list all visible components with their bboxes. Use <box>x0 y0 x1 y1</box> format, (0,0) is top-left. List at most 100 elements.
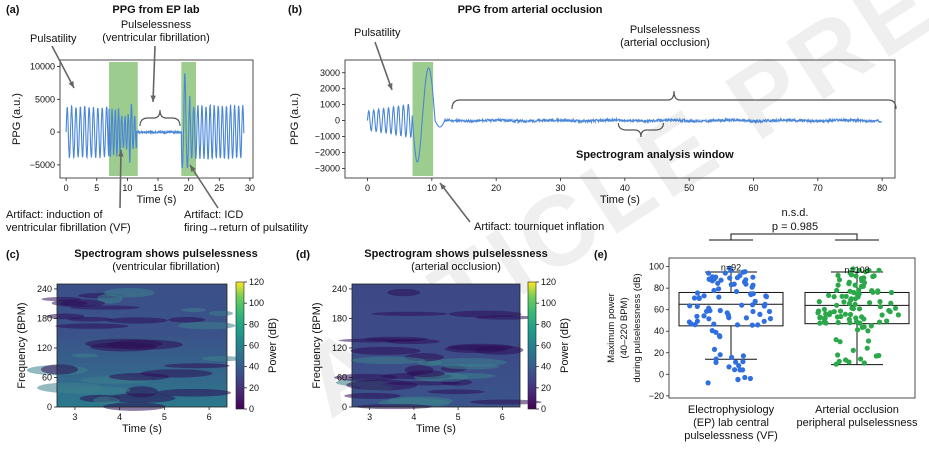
panel-c-heatmap-blob-28 <box>107 339 183 350</box>
panel-a-xtick-label-30: 30 <box>245 183 255 193</box>
panel-e-group-2-point-103 <box>834 302 840 308</box>
panel-d-ytick-label-1: 180 <box>332 313 347 323</box>
panel-d-ylabel: Frequency (BPM) <box>311 302 323 388</box>
panel-e-group-2-point-63 <box>823 320 829 326</box>
panel-e-group-1-point-63 <box>733 359 739 365</box>
panel-d: (d) Spectrogram shows pulselessness (art… <box>296 248 571 435</box>
panel-a-pulsatility-arrow <box>51 45 75 89</box>
panel-e-ylabel-line1: Maximum power <box>606 293 617 363</box>
panel-b-pulsatility-arrow <box>374 41 393 91</box>
panel-e-group-1-point-33 <box>726 364 732 370</box>
panel-e-group-1-point-83 <box>740 359 746 365</box>
panel-a-pulsatility-arrow-head <box>68 81 74 88</box>
panel-d-heatmap-blob-28 <box>387 288 421 297</box>
panel-c-title: Spectrogram shows pulselessness <box>74 248 257 260</box>
panel-b-xtick-label-60: 60 <box>748 183 758 193</box>
panel-e-group-1-point-56 <box>750 274 756 280</box>
panel-c-colorbar-title: Power (dB) <box>267 318 279 373</box>
panel-e-group-1-point-28 <box>713 359 719 365</box>
panel-e-group-2-point-105 <box>847 320 853 326</box>
panel-b-letter: (b) <box>288 4 302 16</box>
panel-a: (a) PPG from EP lab Pulselessness (ventr… <box>6 4 309 234</box>
panel-e-group-2-point-98 <box>864 345 870 351</box>
panel-b-xtick-label-0: 0 <box>365 183 370 193</box>
panel-c-heatmap-blob-25 <box>93 396 120 405</box>
panel-e-group-1-point-80 <box>750 282 756 288</box>
panel-e-group-2-point-52 <box>877 304 884 310</box>
panel-a-pulsatility-label: Pulsatility <box>30 33 77 45</box>
panel-e-group-2-point-106 <box>875 289 881 295</box>
panel-d-heatmap-blob-18 <box>371 311 448 316</box>
panel-d-ytick-label-3: 60 <box>337 372 347 382</box>
panel-b-pulselessness-line2: (arterial occlusion) <box>620 37 710 49</box>
panel-e-group-2-point-33 <box>884 318 890 324</box>
panel-c-cbar-label-80: 80 <box>249 319 259 329</box>
panel-d-heatmap-blob-25 <box>351 356 426 365</box>
panel-e-group-2-point-43 <box>854 327 861 333</box>
panel-e-group-2-point-101 <box>857 320 863 326</box>
panel-b-ylabel: PPG (a.u.) <box>289 93 301 145</box>
panel-e-letter: (e) <box>594 249 608 261</box>
panel-e-group-2-point-80 <box>850 266 856 272</box>
panel-b-window-brace <box>617 122 665 138</box>
panel-b-plot: 0 10 20 30 40 50 60 70 80 Time (s) 3000 2000 1000 0 −1… <box>289 41 897 223</box>
panel-e-group-2-point-97 <box>817 315 823 321</box>
panel-c-cbar-label-20: 20 <box>249 383 259 393</box>
panel-e-group-2-point-56 <box>826 312 833 318</box>
panel-e-group-2-point-30 <box>865 328 871 334</box>
panel-e-group-2-point-73 <box>848 297 854 303</box>
panel-e-group-1-point-88 <box>731 281 737 287</box>
panel-e-group-2-point-10 <box>847 311 854 318</box>
panel-a-plot: 0 5 10 15 20 25 30 Time (s) 10000 5000 0 −5000 PPG (… <box>11 45 255 209</box>
panel-d-xtick-label-4: 4 <box>411 412 416 422</box>
panel-e-group-2-xlabel-line1: Arterial occlusion <box>815 404 899 416</box>
panel-e-group-1-point-25 <box>729 354 735 360</box>
panel-e-group-1-point-61 <box>694 303 700 309</box>
panel-e-group-1-point-73 <box>739 302 745 308</box>
panel-e-group-2-point-2 <box>865 338 872 344</box>
panel-b-artifact-tourniquet: Artifact: tourniquet inflation <box>474 221 604 233</box>
panel-c-heatmap-blob-4 <box>201 355 243 362</box>
panel-a-artifact-icd-arrow-head <box>190 165 196 172</box>
panel-e-group-2-point-39 <box>835 319 841 326</box>
panel-c-ytick-label-1: 180 <box>37 313 52 323</box>
panel-e-group-1-point-49 <box>706 316 712 322</box>
panel-c-ytick-label-3: 60 <box>42 372 52 382</box>
panel-a-xtick-label-10: 10 <box>122 183 132 193</box>
panel-e-group-2-point-102 <box>879 312 885 318</box>
panel-d-cbar-label-20: 20 <box>541 383 551 393</box>
panel-e-group-2-point-11 <box>843 293 849 299</box>
panel-e-pvalue: p = 0.985 <box>772 221 818 233</box>
panel-c-heatmap-blob-24 <box>181 307 207 313</box>
panel-b-xtick-label-50: 50 <box>684 183 694 193</box>
panel-e-group-2-point-62 <box>847 269 854 276</box>
panel-a-axes-frame <box>59 59 254 179</box>
panel-a-artifact-icd-line2: firing→return of pulsatility <box>184 222 309 234</box>
panel-c-heatmap-blob-27 <box>40 364 78 375</box>
panel-a-artifact-vf-arrow <box>119 149 122 209</box>
panel-e-group-1-point-14 <box>750 308 756 315</box>
panel-a-pulselessness-line2: (ventricular fibrillation) <box>102 32 210 44</box>
panel-d-xlabel: Time (s) <box>416 423 456 435</box>
panel-e-plot: 100 80 60 40 20 0 −20 Maximum power (40–220 BPM)… <box>606 233 918 442</box>
panel-e-group-1-point-34 <box>737 273 743 279</box>
panel-e-group-2-point-71 <box>831 309 837 315</box>
panel-e-group-2-point-93 <box>839 293 845 299</box>
panel-d-cbar-label-40: 40 <box>541 362 551 372</box>
panel-e-group-1-point-46 <box>727 265 733 271</box>
panel-e-group-1-xlabel-line2: (EP) lab central <box>693 417 769 429</box>
panel-d-ytick-label-0: 240 <box>332 284 347 294</box>
panel-e-group-1-point-30 <box>732 367 738 373</box>
panel-b-ytick-label-0: 3000 <box>320 68 340 78</box>
panel-d-cbar-label-0: 0 <box>541 404 546 414</box>
panel-a-letter: (a) <box>6 4 20 16</box>
panel-b-ytick-label-3: 0 <box>335 116 340 126</box>
panel-d-heatmap-blob-30 <box>346 379 418 391</box>
panel-a-pulselessness-arrow-head <box>150 95 156 102</box>
panel-a-artifact-icd-line1: Artifact: ICD <box>184 209 243 221</box>
panel-e-group-2-point-31 <box>842 311 849 317</box>
panel-b-ytick-label-4: −1000 <box>315 132 340 142</box>
panel-c-cbar-label-120: 120 <box>249 277 264 287</box>
panel-d-cbar-label-60: 60 <box>541 341 551 351</box>
